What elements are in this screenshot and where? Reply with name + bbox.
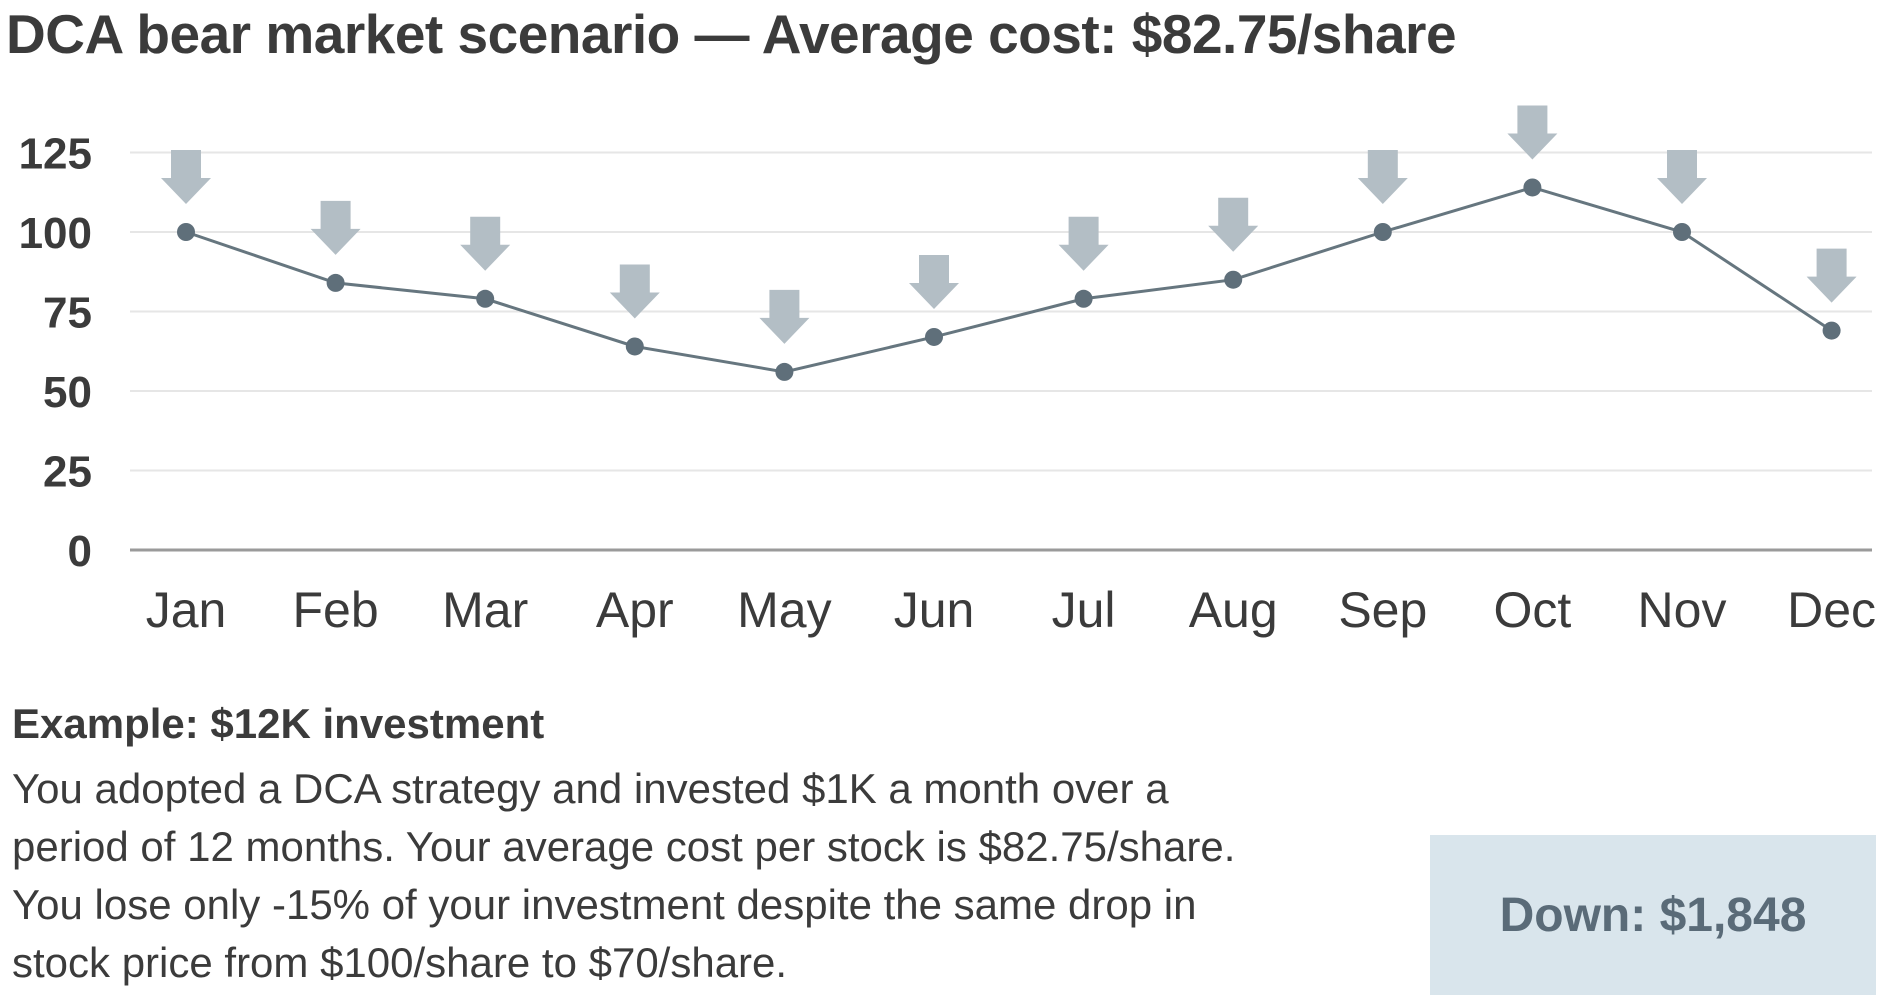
down-arrow-icon	[909, 254, 959, 309]
example-line: You adopted a DCA strategy and invested …	[12, 765, 1169, 812]
example-line: period of 12 months. Your average cost p…	[12, 823, 1236, 870]
data-point	[1373, 223, 1392, 241]
y-axis-ticks: 0 25 50 75 100 125	[19, 130, 92, 577]
result-label: Down: $1,848	[1499, 888, 1807, 942]
data-point	[1224, 270, 1243, 289]
x-tick-label: Dec	[1787, 582, 1876, 638]
x-tick-label: Oct	[1494, 582, 1572, 638]
gridlines	[130, 151, 1872, 552]
x-tick-label: Mar	[442, 582, 528, 638]
x-tick-label: Jun	[894, 582, 975, 638]
data-point	[1673, 223, 1691, 241]
y-tick-label: 50	[43, 368, 92, 417]
down-arrow-icon	[1507, 105, 1558, 160]
x-tick-label: Apr	[596, 582, 674, 638]
line-chart: 0 25 50 75 100 125 Jan Feb Mar Apr May Jun Jul Aug Se…	[19, 105, 1876, 638]
data-point	[1523, 178, 1542, 197]
down-arrow-icon	[1357, 150, 1408, 204]
result-box: Down: $1,848	[1430, 835, 1876, 995]
x-tick-label: Jan	[146, 582, 227, 638]
chart-title: DCA bear market scenario — Average cost:…	[6, 3, 1457, 65]
example-line: stock price from $100/share to $70/share…	[12, 939, 788, 986]
x-tick-label: May	[737, 582, 831, 638]
down-arrow-icon	[759, 289, 810, 344]
y-tick-label: 75	[43, 289, 92, 338]
down-arrow-icon	[310, 200, 361, 255]
y-tick-label: 100	[19, 209, 92, 258]
example-heading: Example: $12K investment	[12, 700, 545, 747]
x-tick-label: Aug	[1189, 582, 1278, 638]
down-arrow-icon	[609, 264, 660, 319]
x-tick-label: Nov	[1638, 582, 1727, 638]
data-point	[1822, 321, 1841, 340]
data-point	[177, 223, 195, 241]
x-tick-label: Jul	[1052, 582, 1116, 638]
example-body: You adopted a DCA strategy and invested …	[12, 760, 1412, 992]
y-tick-label: 125	[19, 130, 92, 179]
y-tick-label: 25	[43, 448, 92, 497]
buy-arrows	[161, 105, 1857, 344]
data-point	[625, 337, 644, 356]
down-arrow-icon	[1806, 248, 1857, 303]
down-arrow-icon	[1208, 197, 1259, 252]
price-series	[177, 178, 1841, 381]
down-arrow-icon	[161, 150, 211, 204]
x-tick-label: Sep	[1338, 582, 1427, 638]
y-tick-label: 0	[68, 527, 92, 576]
data-point	[476, 289, 495, 308]
down-arrow-icon	[1058, 216, 1109, 271]
down-arrow-icon	[460, 216, 511, 271]
down-arrow-icon	[1657, 150, 1707, 204]
x-axis-labels: Jan Feb Mar Apr May Jun Jul Aug Sep Oct Nov Dec	[146, 582, 1876, 638]
series-line	[185, 185, 1833, 374]
data-point	[925, 327, 943, 346]
x-tick-label: Feb	[293, 582, 379, 638]
data-point	[1074, 289, 1093, 308]
data-point	[326, 273, 345, 292]
data-point	[775, 362, 794, 381]
example-line: You lose only -15% of your investment de…	[12, 881, 1197, 928]
